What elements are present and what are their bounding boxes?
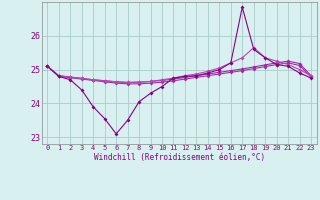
X-axis label: Windchill (Refroidissement éolien,°C): Windchill (Refroidissement éolien,°C) [94,153,265,162]
